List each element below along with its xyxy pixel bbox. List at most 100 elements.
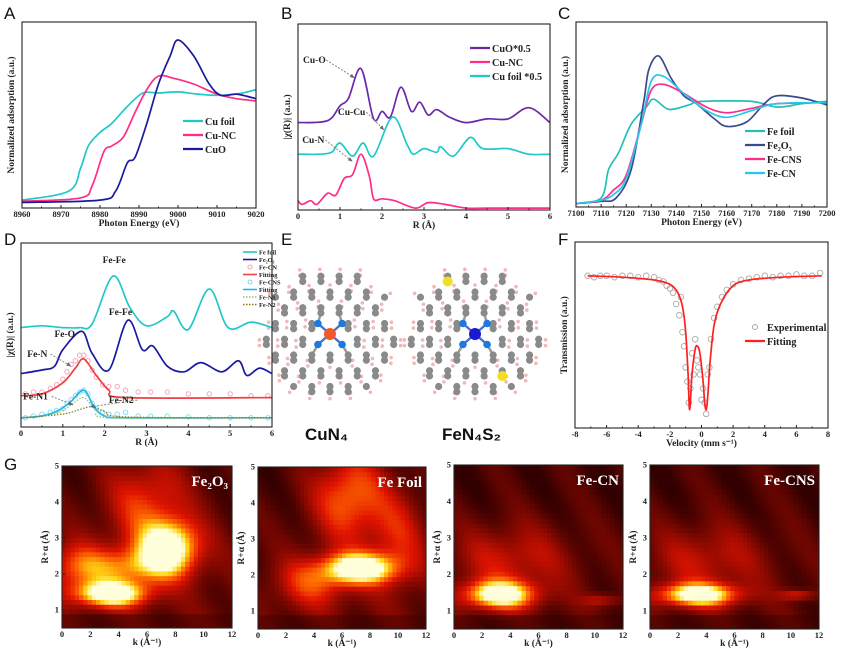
heatmap-cell <box>295 619 301 625</box>
heatmap-cell <box>113 494 118 500</box>
heatmap-cell <box>417 543 423 549</box>
heatmap-cell <box>354 562 360 568</box>
x-tick-label: 8 <box>826 429 830 439</box>
heatmap-cell <box>210 508 216 515</box>
heatmap-cell <box>458 609 464 616</box>
heatmap-cell <box>601 484 607 490</box>
heatmap-cell <box>606 556 611 563</box>
heatmap-cell <box>367 495 372 501</box>
heatmap-cell <box>546 600 552 606</box>
heatmap-cell <box>559 619 565 625</box>
heatmap-cell <box>379 548 385 554</box>
heatmap-cell <box>601 600 607 606</box>
heatmap-cell <box>279 467 284 473</box>
heatmap-cell <box>584 532 590 538</box>
heatmap-cell <box>210 580 216 586</box>
heatmap-cell <box>593 493 599 500</box>
heatmap-cell <box>215 599 220 605</box>
heatmap-cell <box>215 608 220 615</box>
carbon-atom <box>507 293 515 301</box>
annotation-label: Fe-O <box>54 330 75 340</box>
heatmap-cell <box>121 504 127 510</box>
heatmap-cell <box>508 522 514 529</box>
heatmap-cell <box>568 600 573 606</box>
heatmap-cell <box>151 623 157 628</box>
data-point <box>227 391 233 397</box>
heatmap-cell <box>121 518 127 524</box>
heatmap-cell <box>87 499 93 505</box>
heatmap-cell <box>513 575 518 582</box>
heatmap-cell <box>618 556 623 563</box>
heatmap-cell <box>66 556 72 562</box>
heatmap-cell <box>125 475 131 481</box>
heatmap-cell <box>206 527 212 534</box>
heatmap-cell <box>193 585 199 591</box>
heatmap-cell <box>108 532 114 539</box>
heatmap-cell <box>295 543 301 549</box>
heatmap-cell <box>266 605 272 611</box>
carbon-atom <box>308 288 316 296</box>
heatmap-cell <box>538 527 544 534</box>
heatmap-cell <box>308 505 314 511</box>
carbon-atom <box>271 325 280 333</box>
carbon-atom <box>535 340 543 349</box>
heatmap-cell <box>283 509 288 516</box>
legend-entry: Fe-CN <box>745 169 796 180</box>
x-tick-label: 7170 <box>743 208 760 218</box>
carbon-atom <box>280 335 289 343</box>
heatmap-cell <box>568 609 573 616</box>
heatmap-cell <box>375 490 381 497</box>
heatmap-cell <box>606 489 611 495</box>
heatmap-cell <box>614 542 620 548</box>
heatmap-cell <box>210 489 216 496</box>
hydrogen-atom <box>525 344 530 348</box>
heatmap-cell <box>121 480 127 486</box>
heatmap-cell <box>321 524 326 530</box>
heatmap-cell <box>555 614 561 620</box>
heatmap-cell <box>130 504 135 510</box>
carbon-atom <box>371 367 380 375</box>
series-cuo-line <box>22 39 256 204</box>
heatmap-cell <box>409 533 414 540</box>
heatmap-cell <box>168 604 174 610</box>
heatmap-cell <box>134 475 140 481</box>
heatmap-cell <box>91 556 97 562</box>
heatmap-cell <box>287 605 293 611</box>
heatmap-cell <box>551 561 556 567</box>
y-tick-label: 5 <box>251 462 255 472</box>
heatmap-cell <box>500 619 506 625</box>
heatmap-cell <box>346 528 351 535</box>
heatmap-cell <box>542 600 548 606</box>
heatmap-cell <box>517 474 523 481</box>
heatmap-cell <box>458 474 464 481</box>
heatmap-cell <box>614 513 620 519</box>
heatmap-cell <box>125 518 131 524</box>
carbon-atom <box>453 319 461 328</box>
heatmap-cell <box>329 552 335 559</box>
heatmap-cell <box>413 495 419 501</box>
heatmap-cell <box>142 523 148 529</box>
heatmap-cell <box>614 469 620 476</box>
heatmap-cell <box>409 495 414 501</box>
heatmap-cell <box>405 500 410 506</box>
heatmap-cell <box>542 547 548 553</box>
heatmap-cell <box>155 527 161 534</box>
data-point <box>753 273 761 281</box>
heatmap-cell <box>593 609 599 616</box>
heatmap-cell <box>215 470 220 477</box>
heatmap-cell <box>342 576 347 582</box>
heatmap-cell <box>283 543 288 549</box>
heatmap-cell <box>610 566 616 572</box>
heatmap-cell <box>508 556 514 563</box>
heatmap-cell <box>421 543 426 549</box>
heatmap-cell <box>454 575 459 582</box>
heatmap-cell <box>91 575 97 581</box>
data-point <box>676 312 683 319</box>
heatmap-cell <box>542 479 548 485</box>
heatmap-cell <box>83 566 89 572</box>
data-point <box>707 335 715 343</box>
heatmap-cell <box>392 557 398 563</box>
heatmap-cell <box>147 594 152 601</box>
carbon-atom <box>416 351 425 359</box>
